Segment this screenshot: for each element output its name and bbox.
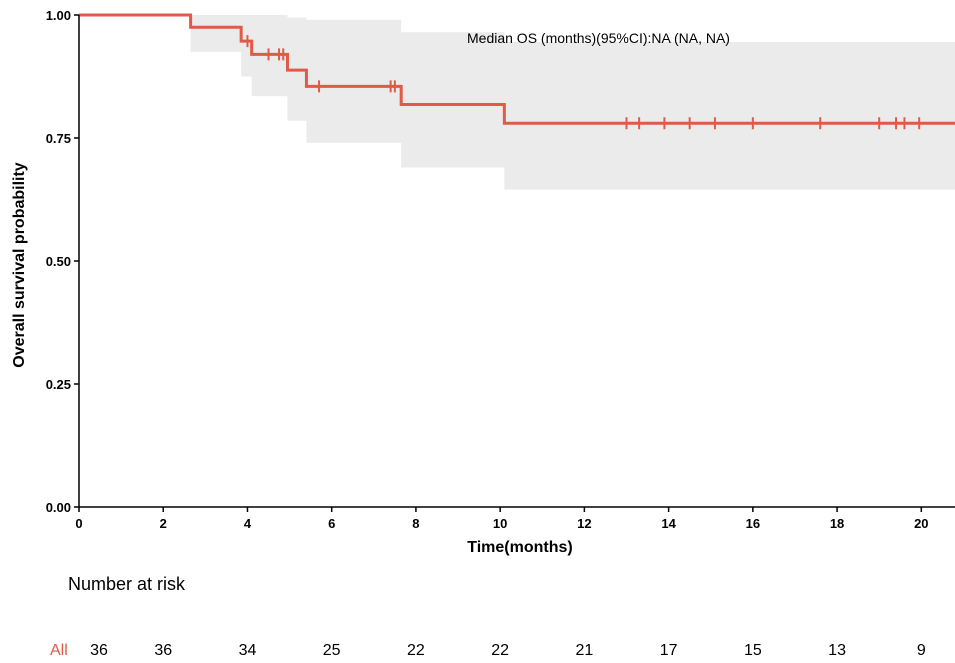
censor-mark <box>659 117 670 130</box>
confidence-band <box>79 15 955 190</box>
risk-value: 36 <box>154 642 172 659</box>
y-tick-label: 1.00 <box>46 8 71 23</box>
x-tick-label: 20 <box>914 516 928 531</box>
censor-mark <box>314 80 325 93</box>
risk-value: 9 <box>917 642 926 659</box>
censor-marks-layer <box>242 35 925 130</box>
x-tick-label: 0 <box>75 516 82 531</box>
censor-mark <box>891 117 902 130</box>
x-tick-label: 6 <box>328 516 335 531</box>
risk-value: 15 <box>744 642 762 659</box>
censor-mark <box>634 117 645 130</box>
risk-table-values: 36 36 34 25 22 22 21 17 15 13 9 <box>90 642 926 659</box>
risk-value: 22 <box>407 642 425 659</box>
y-tick-label: 0.50 <box>46 254 71 269</box>
risk-value: 13 <box>828 642 846 659</box>
x-tick-label: 10 <box>493 516 507 531</box>
censor-mark <box>389 80 400 93</box>
censor-mark <box>242 35 253 48</box>
x-tick-label: 12 <box>577 516 591 531</box>
censor-mark <box>709 117 720 130</box>
risk-value: 17 <box>660 642 678 659</box>
x-axis-title: Time(months) <box>467 539 572 556</box>
median-os-annotation: Median OS (months)(95%CI):NA (NA, NA) <box>467 30 730 46</box>
risk-value: 36 <box>90 642 108 659</box>
axes-layer: 0 2 4 6 8 10 12 14 16 18 20 0.00 0.25 0.50 0.75 1.00 <box>46 8 955 531</box>
censor-mark <box>263 48 274 61</box>
y-axis-title: Overall survival probability <box>11 162 28 368</box>
survival-curve-layer <box>79 13 955 125</box>
censor-mark <box>815 117 826 130</box>
risk-value: 22 <box>491 642 509 659</box>
risk-value: 21 <box>575 642 593 659</box>
censor-mark <box>747 117 758 130</box>
x-tick-label: 16 <box>746 516 760 531</box>
confidence-band-layer <box>79 15 955 190</box>
x-tick-label: 18 <box>830 516 844 531</box>
censor-mark <box>899 117 910 130</box>
censor-mark <box>621 117 632 130</box>
censor-mark <box>684 117 695 130</box>
y-tick-label: 0.25 <box>46 377 71 392</box>
censor-mark <box>914 117 925 130</box>
x-tick-label: 8 <box>412 516 419 531</box>
censor-mark <box>874 117 885 130</box>
risk-table-title: Number at risk <box>68 574 186 594</box>
x-tick-label: 14 <box>661 516 676 531</box>
risk-value: 34 <box>239 642 257 659</box>
censor-mark <box>278 48 289 61</box>
y-tick-label: 0.00 <box>46 500 71 515</box>
risk-table-strata-label: All <box>50 642 68 659</box>
survival-curve <box>79 13 955 125</box>
risk-value: 25 <box>323 642 341 659</box>
x-tick-label: 2 <box>160 516 167 531</box>
y-tick-label: 0.75 <box>46 131 71 146</box>
x-tick-label: 4 <box>244 516 252 531</box>
